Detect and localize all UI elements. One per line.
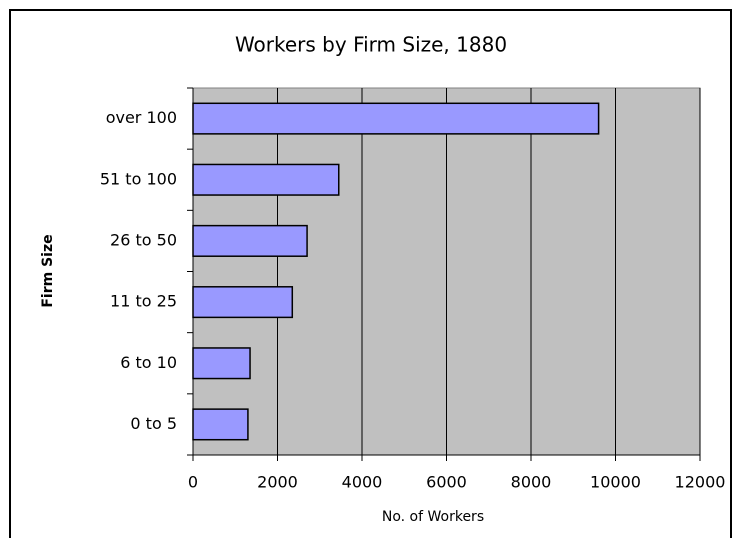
y-axis-title: Firm Size bbox=[40, 234, 56, 307]
y-tick-label: 6 to 10 bbox=[120, 353, 177, 372]
bar bbox=[192, 286, 294, 319]
y-tick-label: over 100 bbox=[106, 108, 177, 127]
x-tick-label: 4000 bbox=[342, 473, 383, 492]
x-axis-title: No. of Workers bbox=[382, 509, 484, 525]
chart-title: Workers by Firm Size, 1880 bbox=[235, 33, 507, 57]
y-tick-label: 11 to 25 bbox=[110, 292, 177, 311]
y-tick-label: 51 to 100 bbox=[100, 169, 177, 188]
x-tick-label: 6000 bbox=[426, 473, 467, 492]
bar bbox=[192, 224, 308, 257]
bar bbox=[192, 102, 600, 135]
x-tick-label: 8000 bbox=[511, 473, 552, 492]
y-tick-label: 26 to 50 bbox=[110, 230, 177, 249]
x-tick-label: 12000 bbox=[675, 473, 726, 492]
y-tick-label: 0 to 5 bbox=[130, 414, 177, 433]
bar bbox=[192, 163, 340, 196]
x-tick-label: 2000 bbox=[257, 473, 298, 492]
x-tick-label: 10000 bbox=[590, 473, 641, 492]
bar bbox=[192, 347, 251, 380]
bar bbox=[192, 408, 249, 441]
x-tick-label: 0 bbox=[188, 473, 198, 492]
frame bbox=[9, 9, 732, 538]
